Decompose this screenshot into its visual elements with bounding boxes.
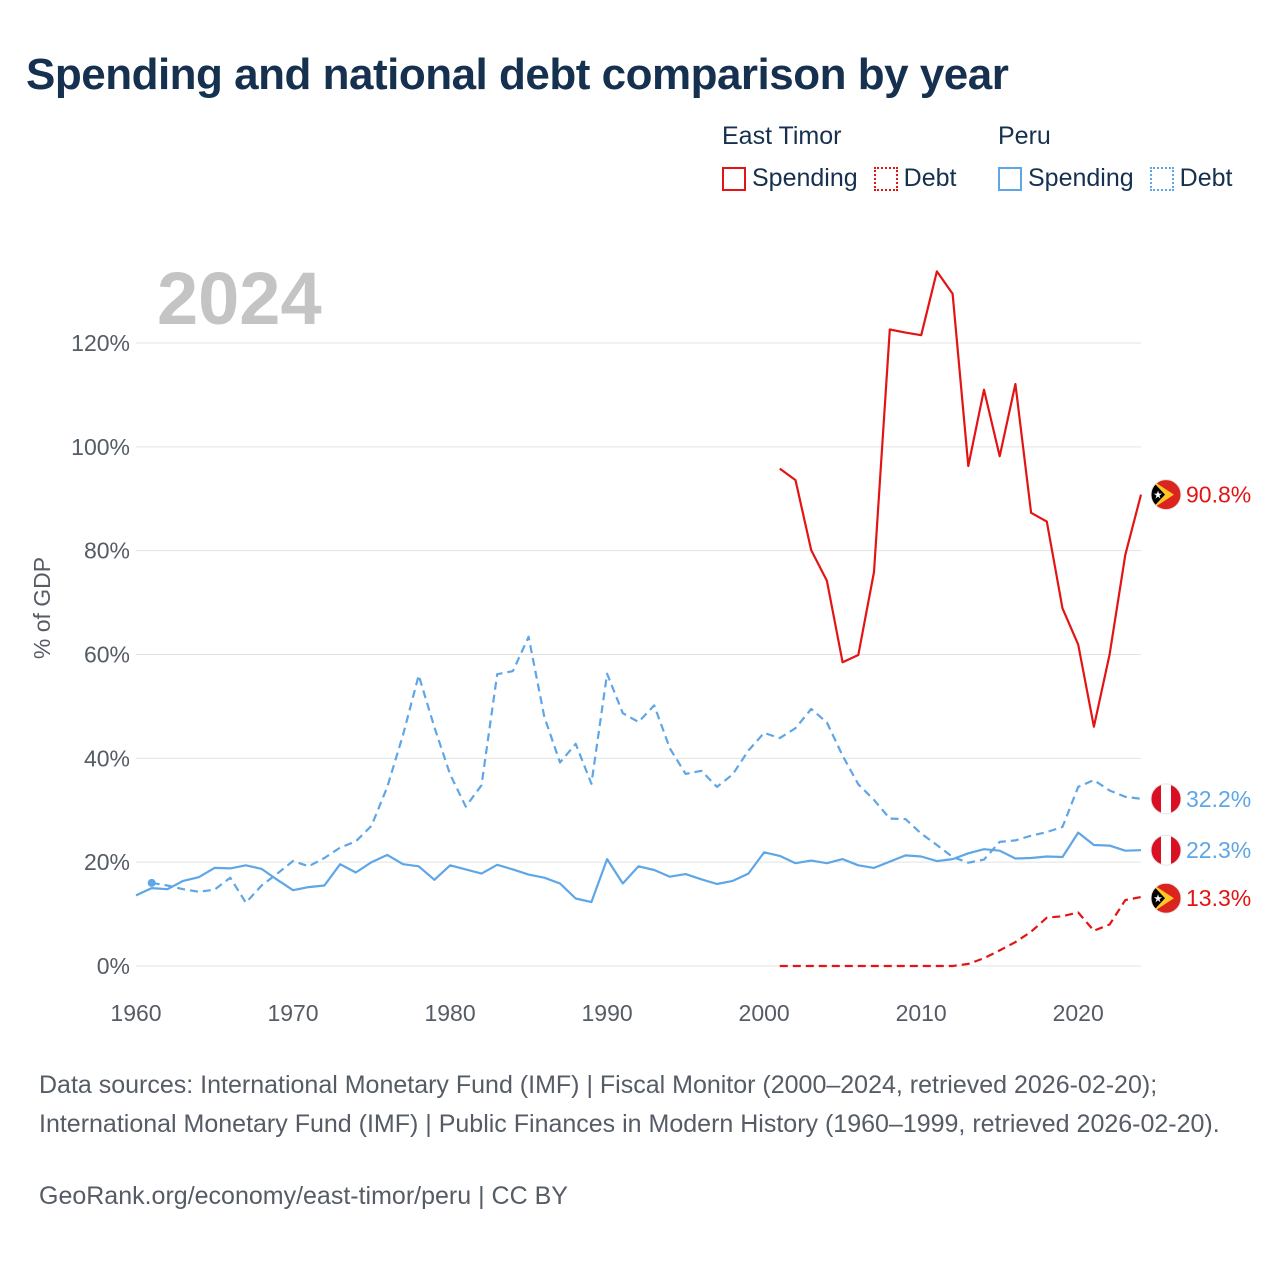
- y-tick-label: 80%: [84, 538, 130, 564]
- series-line-east-timor-debt: [779, 895, 1142, 968]
- y-tick-label: 0%: [97, 953, 130, 979]
- series-line-peru-debt: [151, 635, 1142, 904]
- y-tick-label: 60%: [84, 642, 130, 668]
- flag-peru-icon: [1150, 783, 1182, 815]
- legend-item-label: Debt: [1179, 164, 1233, 192]
- y-tick-label: 40%: [84, 745, 130, 771]
- x-tick-label: 1970: [267, 1000, 318, 1026]
- series-start-point: [147, 878, 156, 887]
- legend-item-east-timor-debt[interactable]: Debt: [873, 164, 957, 193]
- legend-item-peru-spending[interactable]: Spending: [998, 164, 1134, 193]
- x-tick-label: 2000: [739, 1000, 790, 1026]
- legend-item-label: Spending: [1028, 164, 1134, 192]
- legend-item-label: Debt: [903, 164, 957, 192]
- y-tick-label: 120%: [71, 330, 130, 356]
- x-tick-label: 1980: [424, 1000, 475, 1026]
- legend-group-east-timor: East Timor Spending Debt: [722, 122, 972, 193]
- legend-item-label: Spending: [752, 164, 858, 192]
- end-value-label: 90.8%: [1186, 482, 1251, 508]
- solid-line-swatch-icon: [998, 166, 1022, 191]
- attribution-link[interactable]: GeoRank.org/economy/east-timor/peru | CC…: [39, 1182, 568, 1210]
- flag-east-timor-icon: [1150, 479, 1182, 511]
- legend-group-peru: Peru Spending Debt: [998, 122, 1248, 193]
- solid-line-swatch-icon: [722, 166, 746, 191]
- legend-item-east-timor-spending[interactable]: Spending: [722, 164, 858, 193]
- x-tick-label: 1990: [582, 1000, 633, 1026]
- legend-group-title: East Timor: [722, 122, 842, 150]
- y-axis-label: % of GDP: [29, 557, 55, 659]
- flag-east-timor-icon: [1150, 882, 1182, 914]
- y-tick-label: 20%: [84, 849, 130, 875]
- x-tick-label: 1960: [110, 1000, 161, 1026]
- end-value-label: 13.3%: [1186, 885, 1251, 911]
- x-tick-label: 2010: [896, 1000, 947, 1026]
- dotted-line-swatch-icon: [1149, 166, 1174, 191]
- line-chart: 2024 0% 20% 40% 60% 80% 100% 120% 1960 1970 1980…: [29, 257, 1251, 1026]
- series-line-peru-spending: [135, 831, 1142, 904]
- x-tick-label: 2020: [1053, 1000, 1104, 1026]
- legend-group-title: Peru: [998, 122, 1051, 150]
- series-line-east-timor-spending: [779, 270, 1143, 728]
- end-value-label: 22.3%: [1186, 837, 1251, 863]
- end-value-label: 32.2%: [1186, 786, 1251, 812]
- legend-item-peru-debt[interactable]: Debt: [1149, 164, 1233, 193]
- year-watermark: 2024: [157, 257, 322, 340]
- flag-peru-icon: [1150, 834, 1182, 866]
- chart-title: Spending and national debt comparison by…: [26, 50, 1009, 99]
- data-source-note: Data sources: International Monetary Fun…: [39, 1071, 1220, 1138]
- y-tick-label: 100%: [71, 434, 130, 460]
- dotted-line-swatch-icon: [873, 166, 898, 191]
